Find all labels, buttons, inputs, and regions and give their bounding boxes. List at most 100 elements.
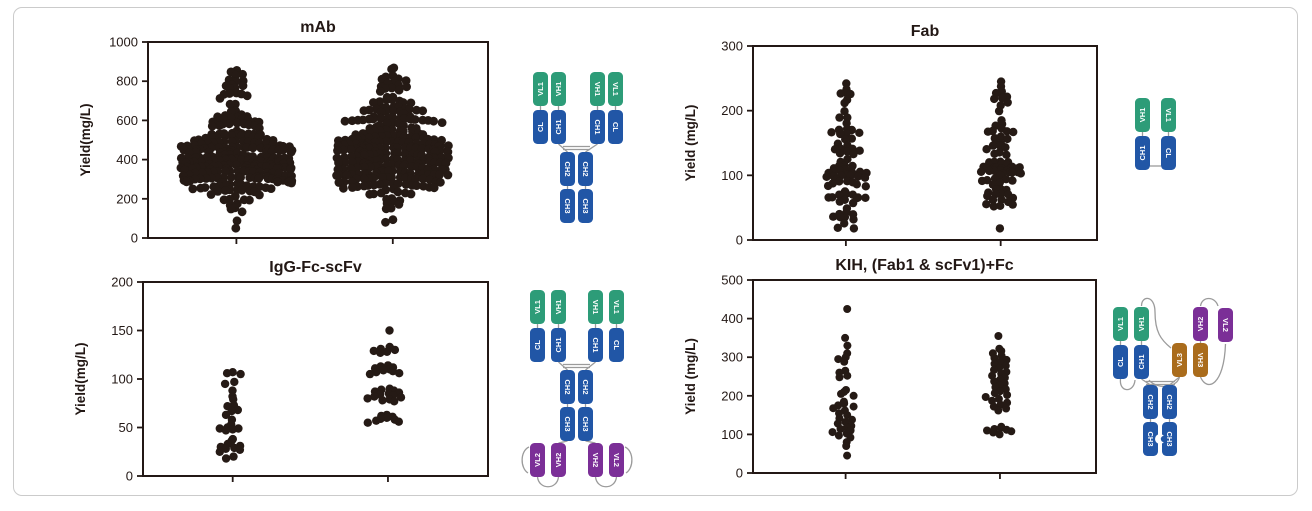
data-point <box>443 170 453 180</box>
data-point <box>835 197 844 206</box>
domain-ch3 <box>560 407 575 441</box>
data-point <box>382 413 391 422</box>
data-point <box>848 198 858 208</box>
domain-ch1 <box>588 328 603 362</box>
y-tick-label: 200 <box>721 388 743 403</box>
domain-label: CH3 <box>581 416 590 431</box>
data-point <box>982 200 991 209</box>
data-point <box>843 451 852 460</box>
data-point <box>860 173 870 182</box>
swarm-group-1 <box>215 368 245 463</box>
data-point <box>853 172 863 181</box>
domain-linker <box>558 143 568 153</box>
domain-linker <box>585 143 598 153</box>
data-point <box>231 70 241 80</box>
data-point <box>861 182 870 191</box>
data-point <box>834 355 843 364</box>
data-point <box>340 116 350 126</box>
data-point <box>837 389 845 398</box>
data-point <box>1008 200 1017 209</box>
data-point <box>1001 143 1010 152</box>
data-point <box>215 94 225 103</box>
data-point <box>220 379 230 389</box>
data-point <box>418 106 428 116</box>
data-point <box>394 417 403 426</box>
data-point <box>182 177 191 187</box>
data-point <box>1008 176 1017 185</box>
data-point <box>379 366 388 375</box>
domain-vh2 <box>551 443 566 477</box>
kih-knob-into-hole <box>1160 435 1168 443</box>
domain-vh1 <box>590 72 605 106</box>
domain-label: VL1 <box>1164 108 1173 122</box>
data-point <box>225 99 235 109</box>
domain-vl2 <box>609 443 624 477</box>
data-point <box>382 95 392 104</box>
data-point <box>976 167 986 176</box>
data-point <box>861 193 870 202</box>
data-point <box>988 195 998 205</box>
domain-label: VH2 <box>591 453 600 468</box>
domain-cl <box>533 110 548 144</box>
data-point <box>287 178 296 188</box>
data-point <box>983 426 991 435</box>
domain-label: VL2 <box>612 453 621 467</box>
data-point <box>835 177 844 186</box>
data-point <box>1002 127 1012 136</box>
plot-box <box>142 281 489 477</box>
data-point <box>238 81 248 91</box>
domain-vh3 <box>1193 343 1208 377</box>
domain-label: VH2 <box>1196 317 1205 332</box>
data-point <box>849 224 859 233</box>
chart-panel-fab: 0 100 200 300 Fab Yield (mg/L) <box>683 23 1098 248</box>
data-point <box>848 415 856 424</box>
data-point <box>981 393 990 401</box>
swarm-group-1 <box>822 79 871 233</box>
domain-vl1 <box>609 290 624 324</box>
domain-vl1 <box>608 72 623 106</box>
y-tick-label: 500 <box>721 273 743 288</box>
swarm-group-2 <box>981 332 1016 439</box>
data-point <box>849 150 858 159</box>
data-point <box>835 373 844 382</box>
domain-vl2 <box>530 443 545 477</box>
panel-title: mAb <box>300 19 336 36</box>
domain-label: VH1 <box>1137 317 1146 332</box>
antibody-diagram-igg-fc-scfv: VL1 VH1 VH1 VL1 CL CH1 CH1 CL CH2 CH2 CH3 CH3 VL2 VH2… <box>521 290 633 488</box>
domain-linker <box>585 440 596 444</box>
domain-label: VL1 <box>611 82 620 96</box>
y-tick-label: 50 <box>119 420 133 435</box>
y-axis-label: Yield(mg/L) <box>78 104 93 177</box>
data-point <box>842 79 851 88</box>
data-point <box>226 204 236 214</box>
y-tick-label: 100 <box>111 372 133 387</box>
data-point <box>215 447 224 456</box>
data-point <box>995 430 1004 439</box>
domain-vl1 <box>530 290 545 324</box>
data-point <box>1002 404 1011 413</box>
data-point <box>363 394 372 403</box>
data-point <box>254 174 264 183</box>
data-point <box>836 89 845 98</box>
data-point <box>266 184 276 194</box>
data-point <box>365 189 375 199</box>
domain-ch1 <box>1134 345 1149 379</box>
swarm-group-2 <box>363 326 406 427</box>
data-point <box>412 181 421 191</box>
y-tick-label: 0 <box>736 466 743 481</box>
domain-label: CL <box>612 340 621 350</box>
domain-label: CL <box>1116 357 1125 367</box>
domain-linker <box>536 476 560 488</box>
data-point <box>242 91 252 101</box>
data-point <box>995 224 1005 233</box>
domain-linker <box>1199 297 1219 307</box>
data-point <box>359 106 369 115</box>
domain-ch2 <box>1143 385 1158 419</box>
panel-title: IgG-Fc-scFv <box>269 259 362 276</box>
data-point <box>235 445 245 454</box>
data-point <box>822 172 831 181</box>
y-axis-label: Yield(mg/L) <box>73 343 88 416</box>
data-point <box>1003 391 1012 399</box>
data-point <box>994 106 1004 116</box>
domain-ch1 <box>590 110 605 144</box>
